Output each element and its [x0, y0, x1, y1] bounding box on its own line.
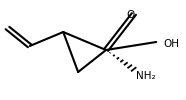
Text: OH: OH [164, 39, 180, 49]
Text: NH₂: NH₂ [136, 71, 155, 81]
Text: O: O [126, 10, 134, 20]
